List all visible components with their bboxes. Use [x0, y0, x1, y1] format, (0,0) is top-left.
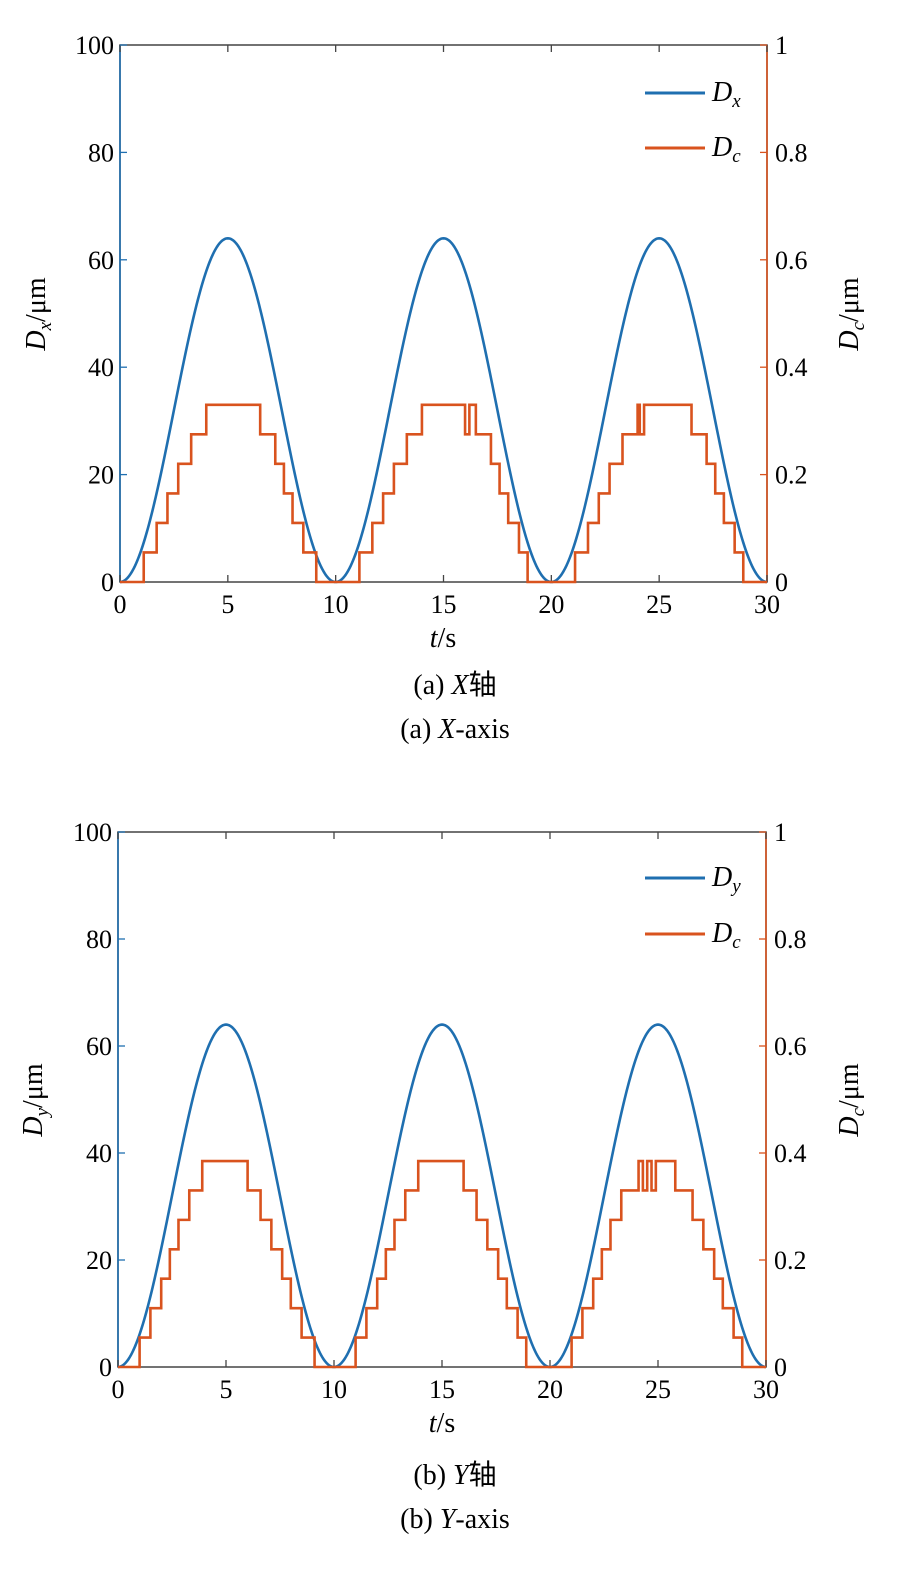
chart-b-x-label: t/s — [429, 1408, 455, 1439]
chart-b-y-right-tick-label-5: 1 — [774, 818, 787, 847]
chart-a: 0 5 10 15 20 25 30 0 20 40 60 80 100 0 0.2 0.4 0.6 0.8 1… — [21, 31, 869, 745]
chart-a-y-left-tick-label-5: 100 — [75, 31, 114, 60]
chart-b-x-tick-label-5: 25 — [645, 1375, 671, 1404]
chart-b-plot-frame — [117, 831, 767, 1368]
chart-b-y-left-tick-label-1: 20 — [86, 1246, 112, 1275]
chart-b-x-tick-label-3: 15 — [429, 1375, 455, 1404]
chart-a-x-tick-label-2: 10 — [323, 590, 349, 619]
chart-a-y-right-label: Dc/μm — [834, 277, 869, 351]
chart-b-x-ticks: 0 5 10 15 20 25 30 — [112, 832, 779, 1404]
chart-b-series — [117, 1023, 767, 1369]
chart-b-y-right-ticks: 0 0.2 0.4 0.6 0.8 1 — [759, 818, 807, 1382]
chart-b-legend-label-0: Dy — [711, 862, 741, 897]
chart-a-x-tick-label-3: 15 — [431, 590, 457, 619]
chart-a-y-left-tick-label-1: 20 — [88, 461, 114, 490]
chart-a-plot-frame — [119, 44, 768, 583]
chart-a-y-right-tick-label-4: 0.8 — [775, 138, 808, 167]
chart-a-y-right-ticks: 0 0.2 0.4 0.6 0.8 1 — [760, 31, 808, 597]
chart-a-series-Dx-line — [119, 237, 768, 584]
chart-b-y-left-tick-label-4: 80 — [86, 925, 112, 954]
chart-a-y-left-tick-label-4: 80 — [88, 138, 114, 167]
chart-b-y-left-tick-label-5: 100 — [73, 818, 112, 847]
chart-a-y-left-tick-label-3: 60 — [88, 246, 114, 275]
chart-a-caption-en: (a) X-axis — [400, 714, 510, 745]
chart-a-caption-cn: (a) X轴 — [413, 669, 496, 701]
chart-b-y-left-ticks: 0 20 40 60 80 100 — [73, 818, 125, 1382]
chart-b-y-right-tick-label-4: 0.8 — [774, 925, 807, 954]
chart-a-x-tick-label-6: 30 — [754, 590, 780, 619]
chart-a-series-Dc-line — [120, 403, 767, 584]
chart-b-x-tick-label-1: 5 — [220, 1375, 233, 1404]
chart-a-y-right-tick-label-1: 0.2 — [775, 461, 808, 490]
chart-a-x-tick-label-4: 20 — [538, 590, 564, 619]
chart-b-y-right-tick-label-2: 0.4 — [774, 1139, 807, 1168]
chart-b-caption-en: (b) Y-axis — [400, 1504, 510, 1535]
chart-b-legend-label-1: Dc — [711, 918, 741, 953]
chart-b-x-tick-label-4: 20 — [537, 1375, 563, 1404]
chart-b-y-right-tick-label-1: 0.2 — [774, 1246, 807, 1275]
chart-a-x-ticks: 0 5 10 15 20 25 30 — [114, 45, 780, 619]
chart-a-series — [119, 237, 768, 584]
chart-b-y-left-tick-label-3: 60 — [86, 1032, 112, 1061]
chart-b: 0 5 10 15 20 25 30 0 20 40 60 80 100 0 0.2 0.4 0.6 0.8 1… — [18, 818, 869, 1535]
chart-b-y-left-label: Dy/μm — [18, 1063, 53, 1137]
chart-a-legend-label-0: Dx — [711, 77, 741, 112]
chart-a-x-tick-label-1: 5 — [221, 590, 234, 619]
chart-b-x-tick-label-0: 0 — [112, 1375, 125, 1404]
chart-a-x-tick-label-0: 0 — [114, 590, 127, 619]
chart-b-x-tick-label-2: 10 — [321, 1375, 347, 1404]
chart-b-y-left-tick-label-0: 0 — [99, 1353, 112, 1382]
chart-a-y-right-tick-label-5: 1 — [775, 31, 788, 60]
chart-b-y-right-label: Dc/μm — [834, 1063, 869, 1137]
chart-a-legend-label-1: Dc — [711, 132, 741, 167]
chart-a-x-tick-label-5: 25 — [646, 590, 672, 619]
chart-a-y-left-tick-label-0: 0 — [101, 568, 114, 597]
chart-b-y-right-tick-label-3: 0.6 — [774, 1032, 807, 1061]
chart-b-series-Dc-line — [118, 1159, 766, 1369]
chart-a-y-right-tick-label-2: 0.4 — [775, 353, 808, 382]
chart-a-y-left-label: Dx/μm — [21, 277, 56, 351]
chart-b-y-right-tick-label-0: 0 — [774, 1353, 787, 1382]
chart-b-series-Dy-line — [117, 1023, 767, 1369]
chart-b-legend: Dy Dc — [645, 862, 741, 953]
chart-b-x-tick-label-6: 30 — [753, 1375, 779, 1404]
chart-b-y-left-tick-label-2: 40 — [86, 1139, 112, 1168]
chart-a-legend: Dx Dc — [645, 77, 741, 167]
chart-a-x-label: t/s — [430, 623, 456, 654]
chart-a-y-right-tick-label-0: 0 — [775, 568, 788, 597]
chart-a-y-left-tick-label-2: 40 — [88, 353, 114, 382]
chart-a-y-left-ticks: 0 20 40 60 80 100 — [75, 31, 127, 597]
chart-b-caption-cn: (b) Y轴 — [413, 1459, 496, 1491]
chart-a-y-right-tick-label-3: 0.6 — [775, 246, 808, 275]
